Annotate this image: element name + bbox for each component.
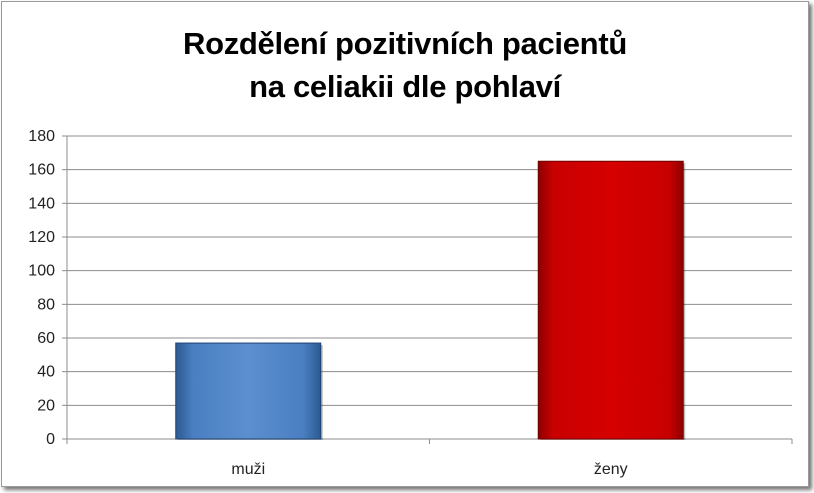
y-tick-label: 0 xyxy=(46,431,55,448)
chart-title-line-1: Rozdělení pozitivních pacientů xyxy=(183,26,627,61)
bar-chart: 0 20 40 60 80 100 120 140 160 180 muži ženy xyxy=(28,128,793,478)
chart-title: Rozdělení pozitivních pacientů na celiak… xyxy=(2,22,808,108)
y-tick-label: 20 xyxy=(37,397,55,414)
y-tick-label: 40 xyxy=(37,364,55,381)
labels: 0 20 40 60 80 100 120 140 160 180 muži ženy xyxy=(28,128,627,478)
x-category-label: ženy xyxy=(594,461,628,478)
y-tick-label: 80 xyxy=(37,296,55,313)
bars xyxy=(175,160,686,440)
y-tick-label: 180 xyxy=(28,128,55,145)
chart-frame: Rozdělení pozitivních pacientů na celiak… xyxy=(1,1,809,487)
y-tick-label: 160 xyxy=(28,162,55,179)
y-tick-label: 140 xyxy=(28,195,55,212)
x-category-label: muži xyxy=(231,461,265,478)
bar-muzi xyxy=(175,342,322,440)
chart-title-line-2: na celiakii dle pohlaví xyxy=(249,69,561,104)
y-tick-label: 60 xyxy=(37,330,55,347)
bar-zeny xyxy=(537,160,684,440)
y-tick-label: 100 xyxy=(28,263,55,280)
y-tick-label: 120 xyxy=(28,229,55,246)
